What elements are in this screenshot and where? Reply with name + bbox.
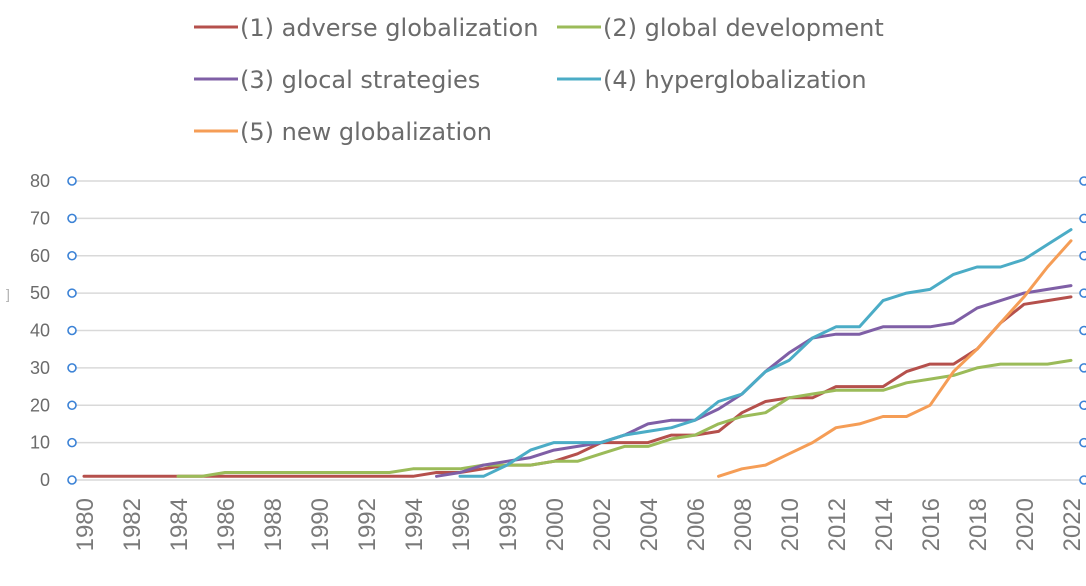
selection-handle-left[interactable] xyxy=(67,400,77,411)
x-tick-label: 2022 xyxy=(1059,498,1086,551)
selection-handle-right[interactable] xyxy=(1079,213,1086,224)
x-tick-label: 2014 xyxy=(871,498,898,551)
y-tick-label: 70 xyxy=(30,208,50,228)
selection-handle-right[interactable] xyxy=(1079,288,1086,298)
selection-handle-left[interactable] xyxy=(67,176,77,186)
x-axis-ticks: 1980 1982 1984 1986 1988 1990 1992 1994 1996 1998… xyxy=(72,498,1086,551)
y-tick-label: 0 xyxy=(40,470,50,490)
x-tick-label: 2006 xyxy=(683,498,710,551)
y-tick-label: 60 xyxy=(30,246,50,266)
legend: (1) adverse globalization (2) global dev… xyxy=(194,14,884,146)
selection-handle-right[interactable] xyxy=(1079,176,1086,186)
x-tick-label: 1994 xyxy=(401,498,428,551)
selection-handle-left[interactable] xyxy=(67,363,77,373)
selection-handle-right[interactable] xyxy=(1079,363,1086,373)
x-tick-label: 1990 xyxy=(307,498,334,551)
legend-label-glocal-strategies: (3) glocal strategies xyxy=(240,66,480,94)
series-line-new-globalization xyxy=(717,239,1073,478)
legend-item-adverse-globalization: (1) adverse globalization xyxy=(194,14,538,42)
y-tick-label: 40 xyxy=(30,321,50,341)
legend-label-adverse-globalization: (1) adverse globalization xyxy=(240,14,538,42)
x-tick-label: 2000 xyxy=(542,498,569,551)
selection-handle-left[interactable] xyxy=(67,437,77,448)
y-tick-label: 30 xyxy=(30,358,50,378)
series-lines xyxy=(82,228,1073,478)
selection-handle-left[interactable] xyxy=(67,475,77,485)
x-tick-label: 1992 xyxy=(354,498,381,551)
series-line-hyperglobalization xyxy=(458,228,1073,478)
x-tick-label: 1982 xyxy=(119,498,146,551)
x-tick-label: 2010 xyxy=(777,498,804,551)
legend-label-hyperglobalization: (4) hyperglobalization xyxy=(603,66,867,94)
left-edge-glyph: ] xyxy=(6,286,10,302)
x-tick-label: 1998 xyxy=(495,498,522,551)
x-tick-label: 1996 xyxy=(448,498,475,551)
legend-item-global-development: (2) global development xyxy=(557,14,884,42)
gridlines xyxy=(72,180,1084,481)
x-tick-label: 1988 xyxy=(260,498,287,551)
y-tick-label: 10 xyxy=(30,433,50,453)
legend-item-glocal-strategies: (3) glocal strategies xyxy=(194,66,480,94)
y-tick-label: 20 xyxy=(30,395,50,415)
x-tick-label: 2018 xyxy=(965,498,992,551)
selection-handle-right[interactable] xyxy=(1079,400,1086,411)
x-tick-label: 1984 xyxy=(166,498,193,551)
x-tick-label: 2002 xyxy=(589,498,616,551)
x-tick-label: 2020 xyxy=(1012,498,1039,551)
x-tick-label: 2012 xyxy=(824,498,851,551)
x-tick-label: 1986 xyxy=(213,498,240,551)
selection-handle-right[interactable] xyxy=(1079,475,1086,485)
selection-handle-left[interactable] xyxy=(67,250,77,261)
legend-item-hyperglobalization: (4) hyperglobalization xyxy=(557,66,867,94)
legend-label-global-development: (2) global development xyxy=(603,14,884,42)
legend-item-new-globalization: (5) new globalization xyxy=(194,118,492,146)
selection-handle-right[interactable] xyxy=(1079,250,1086,261)
x-tick-label: 2008 xyxy=(730,498,757,551)
x-tick-label: 1980 xyxy=(72,498,99,551)
x-tick-label: 2016 xyxy=(918,498,945,551)
y-tick-label: 50 xyxy=(30,283,50,303)
selection-handles[interactable] xyxy=(67,176,1086,485)
selection-handle-left[interactable] xyxy=(67,325,77,336)
legend-label-new-globalization: (5) new globalization xyxy=(240,118,492,146)
series-line-adverse-globalization xyxy=(82,295,1073,478)
selection-handle-right[interactable] xyxy=(1079,325,1086,336)
y-tick-label: 80 xyxy=(30,171,50,191)
series-line-global-development xyxy=(176,358,1073,478)
x-tick-label: 2004 xyxy=(636,498,663,551)
selection-handle-right[interactable] xyxy=(1079,437,1086,448)
selection-handle-left[interactable] xyxy=(67,213,77,224)
selection-handle-left[interactable] xyxy=(67,288,77,298)
y-axis-ticks: 0 10 20 30 40 50 60 70 80 xyxy=(30,171,50,490)
